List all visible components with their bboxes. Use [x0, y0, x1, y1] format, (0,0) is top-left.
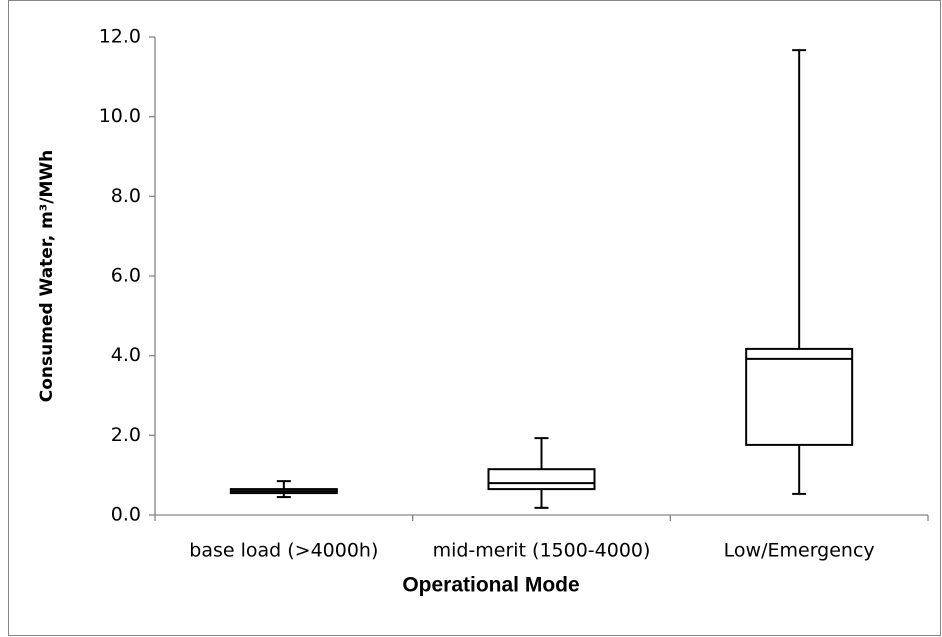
x-tick-label: mid-merit (1500-4000) — [433, 540, 651, 562]
y-tick-label: 8.0 — [111, 185, 141, 207]
chart-border — [8, 0, 941, 636]
box — [487, 468, 596, 491]
x-tick-label: Low/Emergency — [724, 540, 875, 562]
x-tick-label: base load (>4000h) — [189, 540, 378, 562]
y-tick-label: 2.0 — [111, 424, 141, 446]
y-tick-label: 6.0 — [111, 265, 141, 287]
y-tick-label: 10.0 — [99, 105, 141, 127]
y-tick-label: 0.0 — [111, 504, 141, 526]
y-tick-label: 4.0 — [111, 344, 141, 366]
box — [745, 347, 854, 446]
y-axis-label: Consumed Water, m³/MWh — [37, 150, 57, 403]
y-tick-label: 12.0 — [99, 26, 141, 48]
x-axis-label: Operational Mode — [402, 574, 579, 597]
